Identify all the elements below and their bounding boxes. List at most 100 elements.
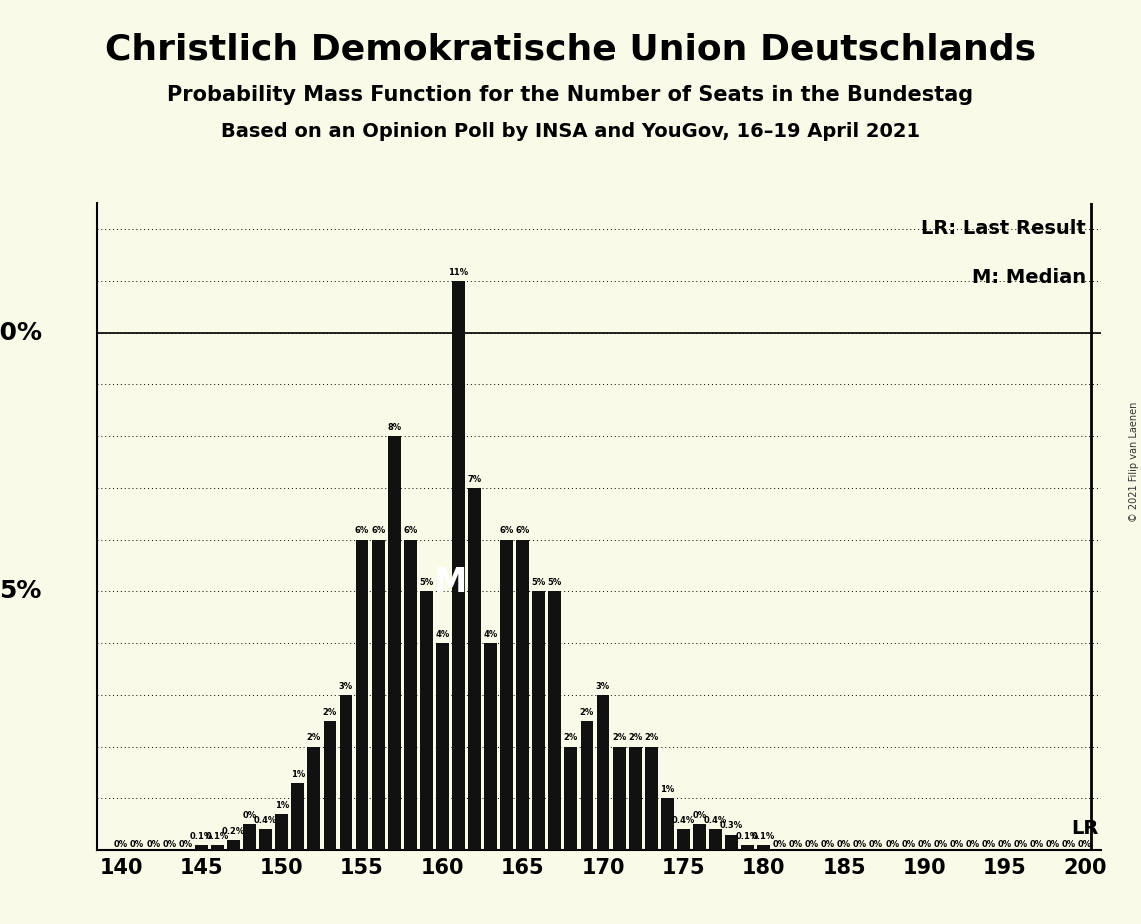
Bar [275, 814, 289, 850]
Text: 0%: 0% [1029, 840, 1044, 849]
Text: 0%: 0% [997, 840, 1012, 849]
Text: 10%: 10% [0, 321, 42, 345]
Text: 0.4%: 0.4% [672, 816, 695, 825]
Bar [516, 540, 529, 850]
Text: 0%: 0% [162, 840, 177, 849]
Text: 0%: 0% [837, 840, 851, 849]
Bar [677, 830, 690, 850]
Text: 0%: 0% [114, 840, 128, 849]
Text: 0%: 0% [949, 840, 963, 849]
Text: 0%: 0% [901, 840, 915, 849]
Text: 1%: 1% [275, 801, 289, 809]
Text: 0%: 0% [788, 840, 803, 849]
Text: 2%: 2% [323, 708, 337, 717]
Bar [340, 695, 353, 850]
Text: 0%: 0% [178, 840, 193, 849]
Text: 1%: 1% [291, 770, 305, 779]
Bar [661, 798, 673, 850]
Text: 6%: 6% [355, 527, 370, 536]
Bar [645, 747, 657, 850]
Text: 0.1%: 0.1% [752, 832, 776, 841]
Text: 0%: 0% [130, 840, 144, 849]
Text: 5%: 5% [548, 578, 563, 588]
Text: 7%: 7% [468, 475, 482, 484]
Bar [195, 845, 208, 850]
Bar [565, 747, 577, 850]
Text: 8%: 8% [387, 423, 402, 432]
Text: 3%: 3% [339, 682, 353, 691]
Text: 0%: 0% [981, 840, 996, 849]
Text: 0%: 0% [885, 840, 899, 849]
Text: Christlich Demokratische Union Deutschlands: Christlich Demokratische Union Deutschla… [105, 32, 1036, 67]
Text: 5%: 5% [532, 578, 545, 588]
Bar [243, 824, 256, 850]
Text: 0%: 0% [1013, 840, 1028, 849]
Bar [388, 436, 400, 850]
Text: 2%: 2% [580, 708, 594, 717]
Text: 6%: 6% [500, 527, 513, 536]
Bar [211, 845, 224, 850]
Text: 0%: 0% [243, 811, 257, 821]
Bar [742, 845, 754, 850]
Text: 4%: 4% [435, 630, 450, 639]
Text: 2%: 2% [628, 734, 642, 743]
Text: Based on an Opinion Poll by INSA and YouGov, 16–19 April 2021: Based on an Opinion Poll by INSA and You… [221, 122, 920, 141]
Text: 0.4%: 0.4% [704, 816, 727, 825]
Text: 0%: 0% [917, 840, 931, 849]
Text: 0.1%: 0.1% [736, 832, 759, 841]
Bar [307, 747, 321, 850]
Text: 0.2%: 0.2% [221, 827, 245, 835]
Text: 4%: 4% [484, 630, 497, 639]
Text: 6%: 6% [516, 527, 529, 536]
Bar [404, 540, 416, 850]
Text: LR: Last Result: LR: Last Result [921, 220, 1086, 238]
Text: 0.1%: 0.1% [189, 832, 213, 841]
Bar [356, 540, 369, 850]
Bar [709, 830, 722, 850]
Text: 0%: 0% [804, 840, 819, 849]
Text: 0%: 0% [146, 840, 160, 849]
Text: 2%: 2% [307, 734, 321, 743]
Text: 0.4%: 0.4% [254, 816, 277, 825]
Bar [227, 840, 240, 850]
Text: 0%: 0% [1062, 840, 1076, 849]
Text: 3%: 3% [596, 682, 610, 691]
Bar [693, 824, 706, 850]
Text: 0%: 0% [1078, 840, 1092, 849]
Text: 2%: 2% [612, 734, 626, 743]
Bar [436, 643, 448, 850]
Text: 0%: 0% [820, 840, 835, 849]
Bar [291, 783, 305, 850]
Text: 0%: 0% [693, 811, 706, 821]
Bar [324, 721, 337, 850]
Text: Probability Mass Function for the Number of Seats in the Bundestag: Probability Mass Function for the Number… [168, 85, 973, 105]
Bar [726, 834, 738, 850]
Text: 2%: 2% [645, 734, 658, 743]
Bar [372, 540, 385, 850]
Text: M: M [434, 566, 467, 599]
Text: 0%: 0% [853, 840, 867, 849]
Text: 0%: 0% [1046, 840, 1060, 849]
Bar [758, 845, 770, 850]
Bar [420, 591, 432, 850]
Bar [484, 643, 497, 850]
Text: 0%: 0% [933, 840, 947, 849]
Text: 0%: 0% [869, 840, 883, 849]
Bar [452, 281, 464, 850]
Text: LR: LR [1071, 820, 1099, 838]
Bar [613, 747, 625, 850]
Text: 6%: 6% [403, 527, 418, 536]
Text: M: Median: M: Median [972, 268, 1086, 287]
Text: 0.1%: 0.1% [205, 832, 229, 841]
Bar [500, 540, 513, 850]
Bar [259, 830, 272, 850]
Text: 0.3%: 0.3% [720, 821, 743, 831]
Text: © 2021 Filip van Laenen: © 2021 Filip van Laenen [1128, 402, 1139, 522]
Text: 5%: 5% [0, 579, 42, 603]
Bar [468, 488, 482, 850]
Bar [581, 721, 593, 850]
Text: 2%: 2% [564, 734, 578, 743]
Bar [597, 695, 609, 850]
Text: 5%: 5% [419, 578, 434, 588]
Text: 1%: 1% [661, 785, 674, 795]
